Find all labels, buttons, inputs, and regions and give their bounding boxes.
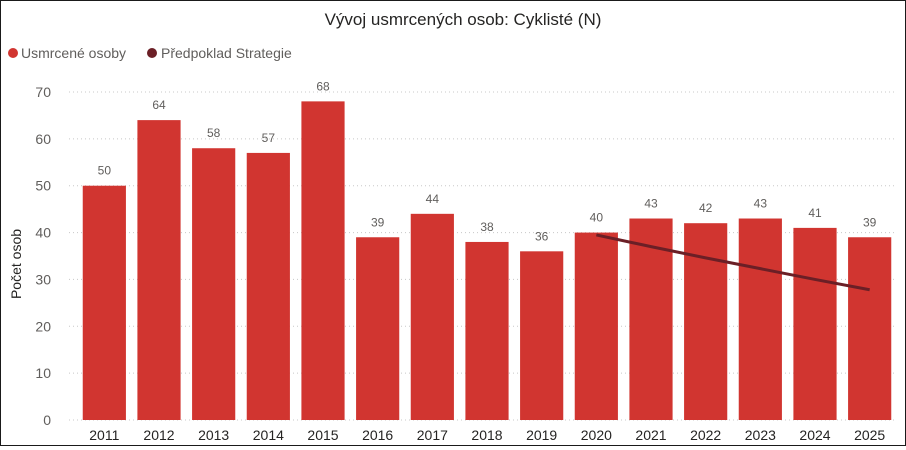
x-tick-label-2020: 2020	[581, 427, 612, 443]
bar-2021[interactable]	[629, 218, 673, 420]
legend-item-predpoklad-strategie[interactable]: Předpoklad Strategie	[147, 45, 292, 61]
bar-2023[interactable]	[738, 218, 782, 420]
bar-label-2018: 38	[480, 220, 494, 234]
bar-label-2015: 68	[316, 79, 330, 93]
bar-label-2016: 39	[371, 215, 385, 229]
bar-label-2019: 36	[535, 229, 549, 243]
y-axis-ticks: 0 10 20 30 40 50 60 70	[35, 84, 51, 428]
bar-label-2024: 41	[808, 206, 822, 220]
bar-label-2021: 43	[644, 197, 658, 211]
x-tick-label-2013: 2013	[198, 427, 229, 443]
legend-item-usmrcene-osoby[interactable]: Usmrcené osoby	[8, 45, 126, 61]
legend-swatch-predpoklad-strategie	[147, 48, 157, 58]
x-tick-label-2017: 2017	[417, 427, 448, 443]
bar-label-2020: 40	[590, 211, 604, 225]
x-tick-label-2021: 2021	[635, 427, 666, 443]
chart-title: Vývoj usmrcených osob: Cyklisté (N)	[325, 10, 602, 29]
legend-label-usmrcene-osoby: Usmrcené osoby	[21, 45, 126, 61]
y-tick-label-10: 10	[35, 365, 51, 381]
x-tick-label-2018: 2018	[471, 427, 502, 443]
bar-data-labels: 50 64 58 57 68 39 44 38 36 40 43 42 43 41 39	[98, 79, 877, 243]
legend-label-predpoklad-strategie: Předpoklad Strategie	[161, 45, 292, 61]
bar-2011[interactable]	[82, 185, 126, 420]
bar-label-2012: 64	[152, 98, 166, 112]
x-tick-label-2011: 2011	[89, 427, 119, 443]
bar-2015[interactable]	[301, 101, 345, 420]
x-tick-label-2025: 2025	[854, 427, 885, 443]
y-axis-label: Počet osob	[8, 229, 24, 299]
x-tick-label-2023: 2023	[745, 427, 776, 443]
bars	[82, 101, 892, 420]
y-tick-label-20: 20	[35, 318, 51, 334]
bar-2013[interactable]	[192, 148, 236, 420]
bar-2024[interactable]	[793, 227, 837, 420]
line-predpoklad-strategie[interactable]	[596, 233, 870, 292]
x-tick-label-2014: 2014	[253, 427, 284, 443]
bar-label-2011: 50	[98, 164, 112, 178]
legend[interactable]: Usmrcené osoby Předpoklad Strategie	[8, 45, 292, 61]
legend-swatch-usmrcene-osoby	[8, 48, 18, 58]
bar-2016[interactable]	[356, 237, 400, 420]
x-tick-label-2024: 2024	[799, 427, 830, 443]
y-tick-label-70: 70	[35, 84, 51, 100]
bar-2019[interactable]	[520, 251, 564, 420]
x-tick-label-2016: 2016	[362, 427, 393, 443]
y-tick-label-60: 60	[35, 131, 51, 147]
bar-label-2017: 44	[426, 192, 440, 206]
x-tick-label-2019: 2019	[526, 427, 557, 443]
x-tick-label-2012: 2012	[143, 427, 174, 443]
bar-2017[interactable]	[410, 213, 454, 420]
y-tick-label-0: 0	[43, 412, 51, 428]
bar-2020[interactable]	[574, 232, 618, 420]
bar-label-2025: 39	[863, 215, 877, 229]
bar-2018[interactable]	[465, 241, 509, 420]
bar-2014[interactable]	[246, 152, 290, 420]
y-tick-label-30: 30	[35, 271, 51, 287]
bar-2012[interactable]	[137, 120, 181, 420]
bar-2025[interactable]	[848, 237, 892, 420]
strategy-line-layer	[596, 233, 870, 292]
x-tick-label-2015: 2015	[307, 427, 338, 443]
y-tick-label-50: 50	[35, 178, 51, 194]
y-tick-label-40: 40	[35, 225, 51, 241]
bar-2022[interactable]	[684, 223, 728, 420]
x-axis-ticks: 2011 2012 2013 2014 2015 2016 2017 2018 2019 2020…	[89, 427, 885, 443]
bar-label-2014: 57	[262, 131, 276, 145]
bar-label-2022: 42	[699, 201, 713, 215]
x-tick-label-2022: 2022	[690, 427, 721, 443]
bar-label-2013: 58	[207, 126, 221, 140]
bar-label-2023: 43	[754, 197, 768, 211]
